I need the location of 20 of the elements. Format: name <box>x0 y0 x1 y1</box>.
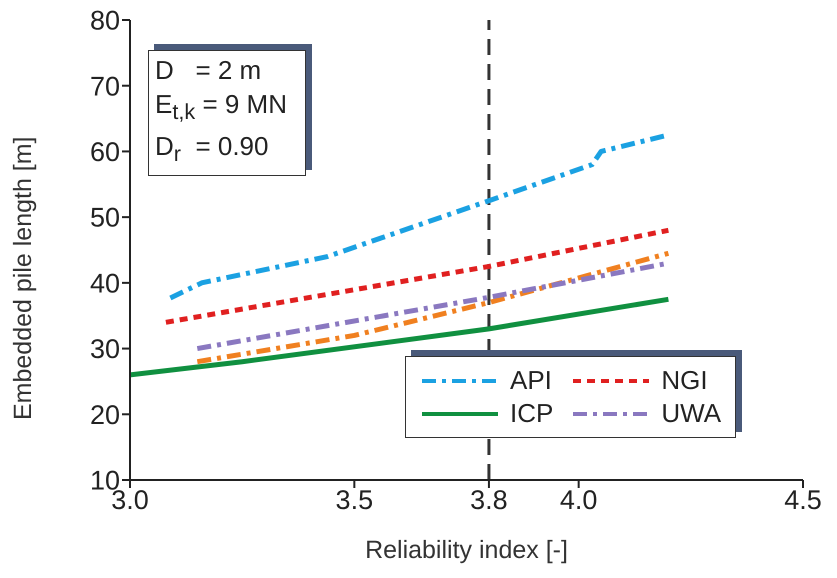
y-tick-label: 30 <box>90 334 120 364</box>
y-tick-label: 60 <box>90 137 120 168</box>
annotation: E$_{t,k}$ = 9 MN <box>155 88 287 126</box>
x-axis-title: Reliability index [-] <box>365 536 568 564</box>
annotation: D$_{r}$ = 0.90 <box>155 130 270 168</box>
y-tick-label: 20 <box>90 400 120 430</box>
x-tick-label: 3.5 <box>336 485 374 516</box>
legend-label: ICP <box>510 398 554 429</box>
x-tick-label: 3.8 <box>470 485 508 516</box>
legend-label: API <box>510 365 552 396</box>
y-axis-title: Embedded pile length [m] <box>8 136 37 420</box>
annotation: D = 2 m <box>155 54 262 87</box>
y-tick-label: 70 <box>90 71 120 102</box>
legend-label: NGI <box>661 365 708 396</box>
x-tick-label: 4.5 <box>784 485 822 516</box>
y-tick-label: 80 <box>90 6 120 36</box>
y-tick-label: 50 <box>90 202 120 233</box>
legend-label: UWA <box>661 398 722 429</box>
y-tick-label: 40 <box>90 268 120 298</box>
x-tick-label: 4.0 <box>560 485 598 516</box>
